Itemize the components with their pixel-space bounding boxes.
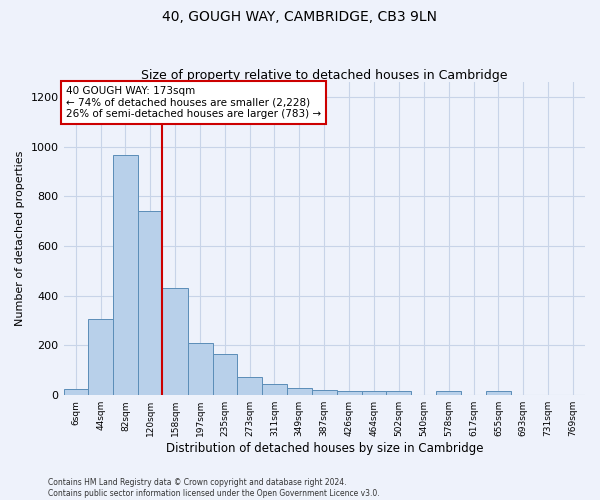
Bar	[113, 156, 138, 395]
Text: Contains HM Land Registry data © Crown copyright and database right 2024.
Contai: Contains HM Land Registry data © Crown c…	[48, 478, 380, 498]
Bar	[188, 343, 212, 395]
Y-axis label: Number of detached properties: Number of detached properties	[15, 151, 25, 326]
Bar	[238, 376, 262, 395]
Bar	[64, 389, 88, 395]
Bar	[212, 354, 238, 395]
Bar	[362, 392, 386, 395]
Bar	[311, 390, 337, 395]
Bar	[287, 388, 311, 395]
Bar	[163, 288, 188, 395]
Bar	[386, 392, 411, 395]
Bar	[436, 392, 461, 395]
Title: Size of property relative to detached houses in Cambridge: Size of property relative to detached ho…	[141, 69, 508, 82]
Bar	[88, 320, 113, 395]
Text: 40 GOUGH WAY: 173sqm
← 74% of detached houses are smaller (2,228)
26% of semi-de: 40 GOUGH WAY: 173sqm ← 74% of detached h…	[66, 86, 321, 119]
Text: 40, GOUGH WAY, CAMBRIDGE, CB3 9LN: 40, GOUGH WAY, CAMBRIDGE, CB3 9LN	[163, 10, 437, 24]
X-axis label: Distribution of detached houses by size in Cambridge: Distribution of detached houses by size …	[166, 442, 483, 455]
Bar	[337, 392, 362, 395]
Bar	[486, 392, 511, 395]
Bar	[138, 212, 163, 395]
Bar	[262, 384, 287, 395]
